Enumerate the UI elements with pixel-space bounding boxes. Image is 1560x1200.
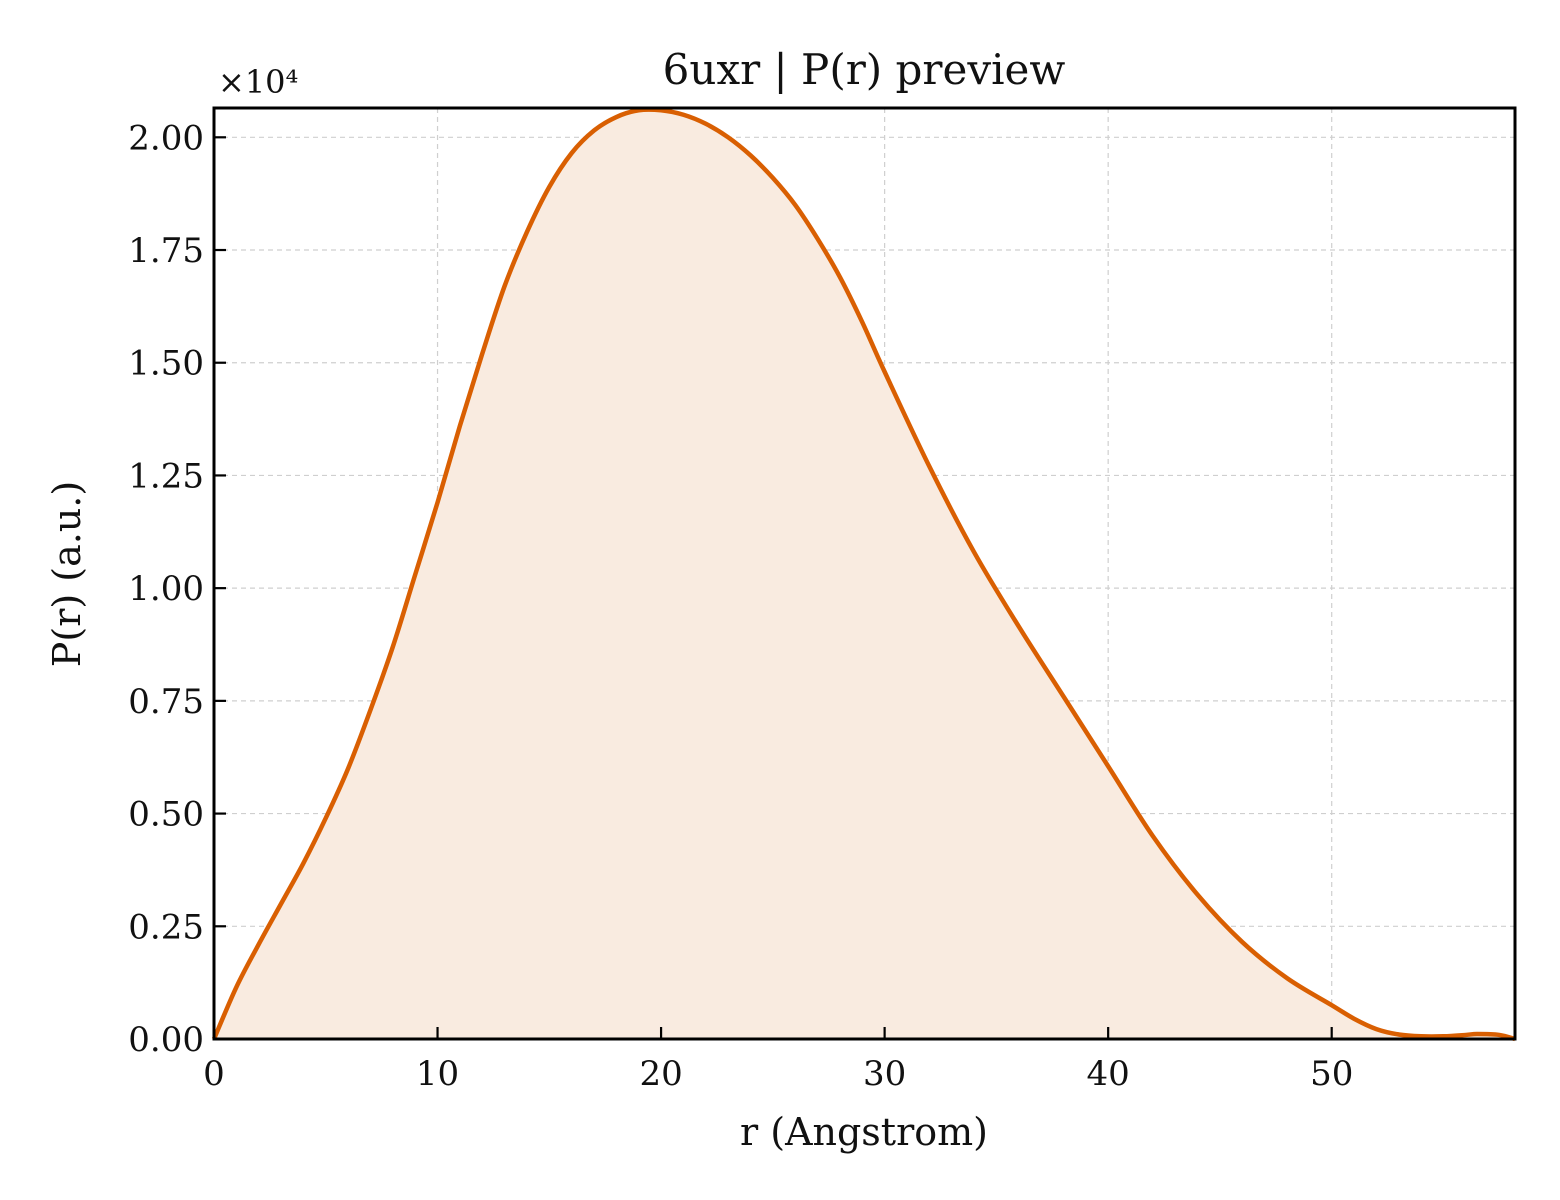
y-tick-label: 0.25 — [128, 907, 204, 947]
x-tick-label: 20 — [639, 1054, 682, 1094]
plot-frame — [212, 106, 1517, 1041]
x-axis-label: r (Angstrom) — [740, 1110, 988, 1154]
y-axis-label: P(r) (a.u.) — [45, 481, 89, 667]
y-tick-label: 0.00 — [128, 1020, 204, 1060]
y-tick-label: 1.75 — [128, 231, 204, 271]
y-axis-multiplier: ×10⁴ — [218, 63, 298, 101]
x-tick-label: 30 — [863, 1054, 906, 1094]
x-tick-label: 0 — [203, 1054, 225, 1094]
tick-layer: 0 10 20 30 40 50 0.00 0.25 0.50 0.75 1.00 1.25 1.50 1… — [128, 118, 1353, 1094]
x-tick-label: 50 — [1310, 1054, 1353, 1094]
y-tick-label: 1.25 — [128, 456, 204, 496]
x-tick-label: 10 — [416, 1054, 459, 1094]
y-tick-label: 1.50 — [128, 344, 204, 384]
y-tick-label: 2.00 — [128, 118, 204, 158]
chart-title: 6uxr | P(r) preview — [663, 45, 1066, 94]
pr-curve-line — [211, 107, 1516, 1042]
x-tick-label: 40 — [1087, 1054, 1130, 1094]
pr-area-fill — [214, 109, 1515, 1040]
y-tick-label: 0.50 — [128, 795, 204, 835]
y-tick-label: 1.00 — [128, 569, 204, 609]
y-tick-label: 0.75 — [128, 682, 204, 722]
